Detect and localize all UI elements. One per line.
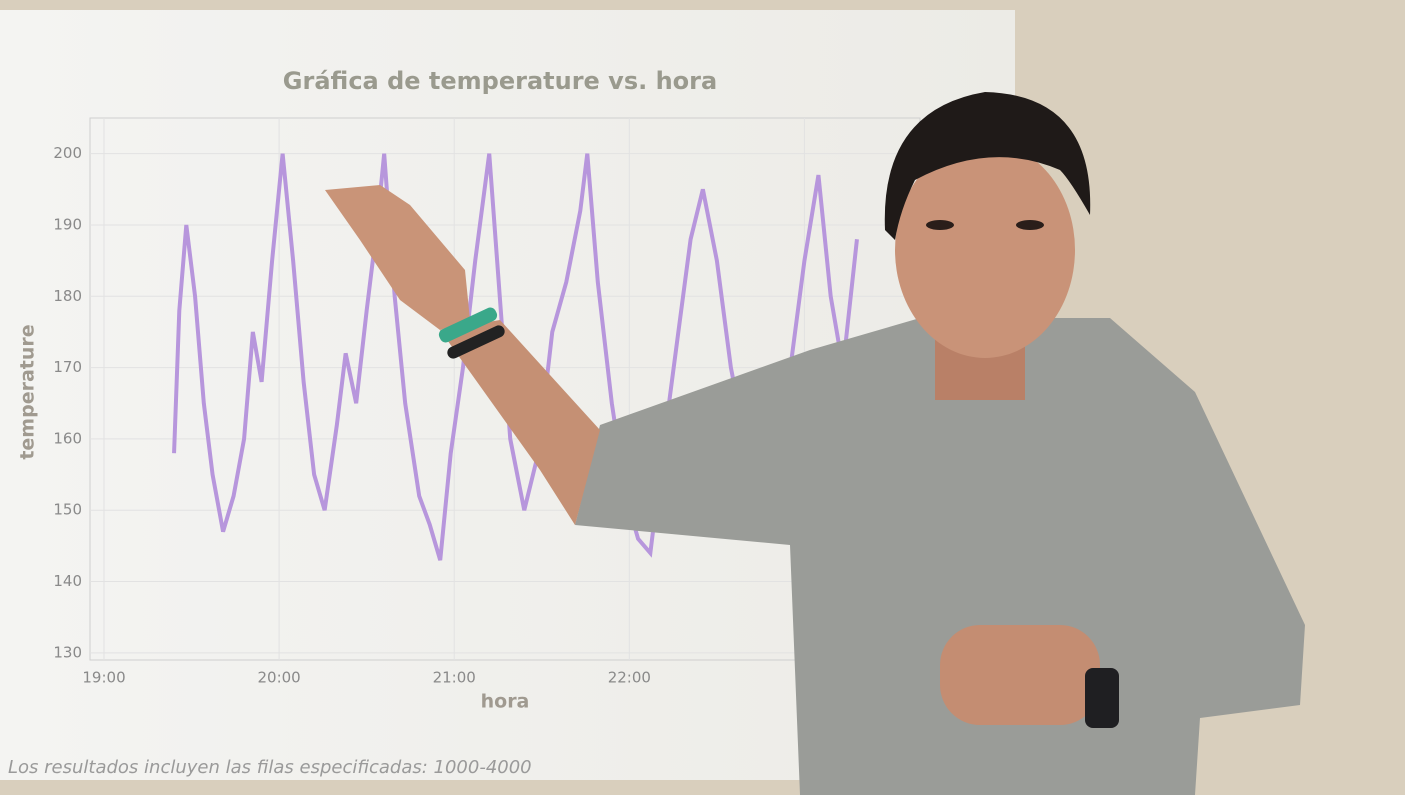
page: {"chart_data": {"type": "line", "title":… [0,0,1405,795]
x-tick-label: 19:00 [82,669,125,687]
x-tick-label: 21:00 [433,669,476,687]
footnote: Los resultados incluyen las filas especi… [8,757,532,778]
x-tick-label: 20:00 [257,669,300,687]
y-tick-label: 140 [53,572,82,590]
y-tick-label: 160 [53,429,82,447]
y-tick-label: 190 [53,215,82,233]
x-axis-label: hora [481,691,530,713]
y-tick-label: 150 [53,501,82,519]
y-axis-label: temperature [17,324,39,459]
hand [940,625,1100,725]
y-tick-label: 180 [53,287,82,305]
eye [926,220,954,230]
y-tick-label: 130 [53,643,82,661]
watch [1085,668,1119,728]
chart-title: Gráfica de temperature vs. hora [283,67,717,95]
x-tick-label: 22:00 [608,669,651,687]
y-tick-label: 170 [53,358,82,376]
eye [1016,220,1044,230]
y-tick-label: 200 [53,144,82,162]
scene: Gráfica de temperature vs. hora hora tem… [0,0,1405,795]
